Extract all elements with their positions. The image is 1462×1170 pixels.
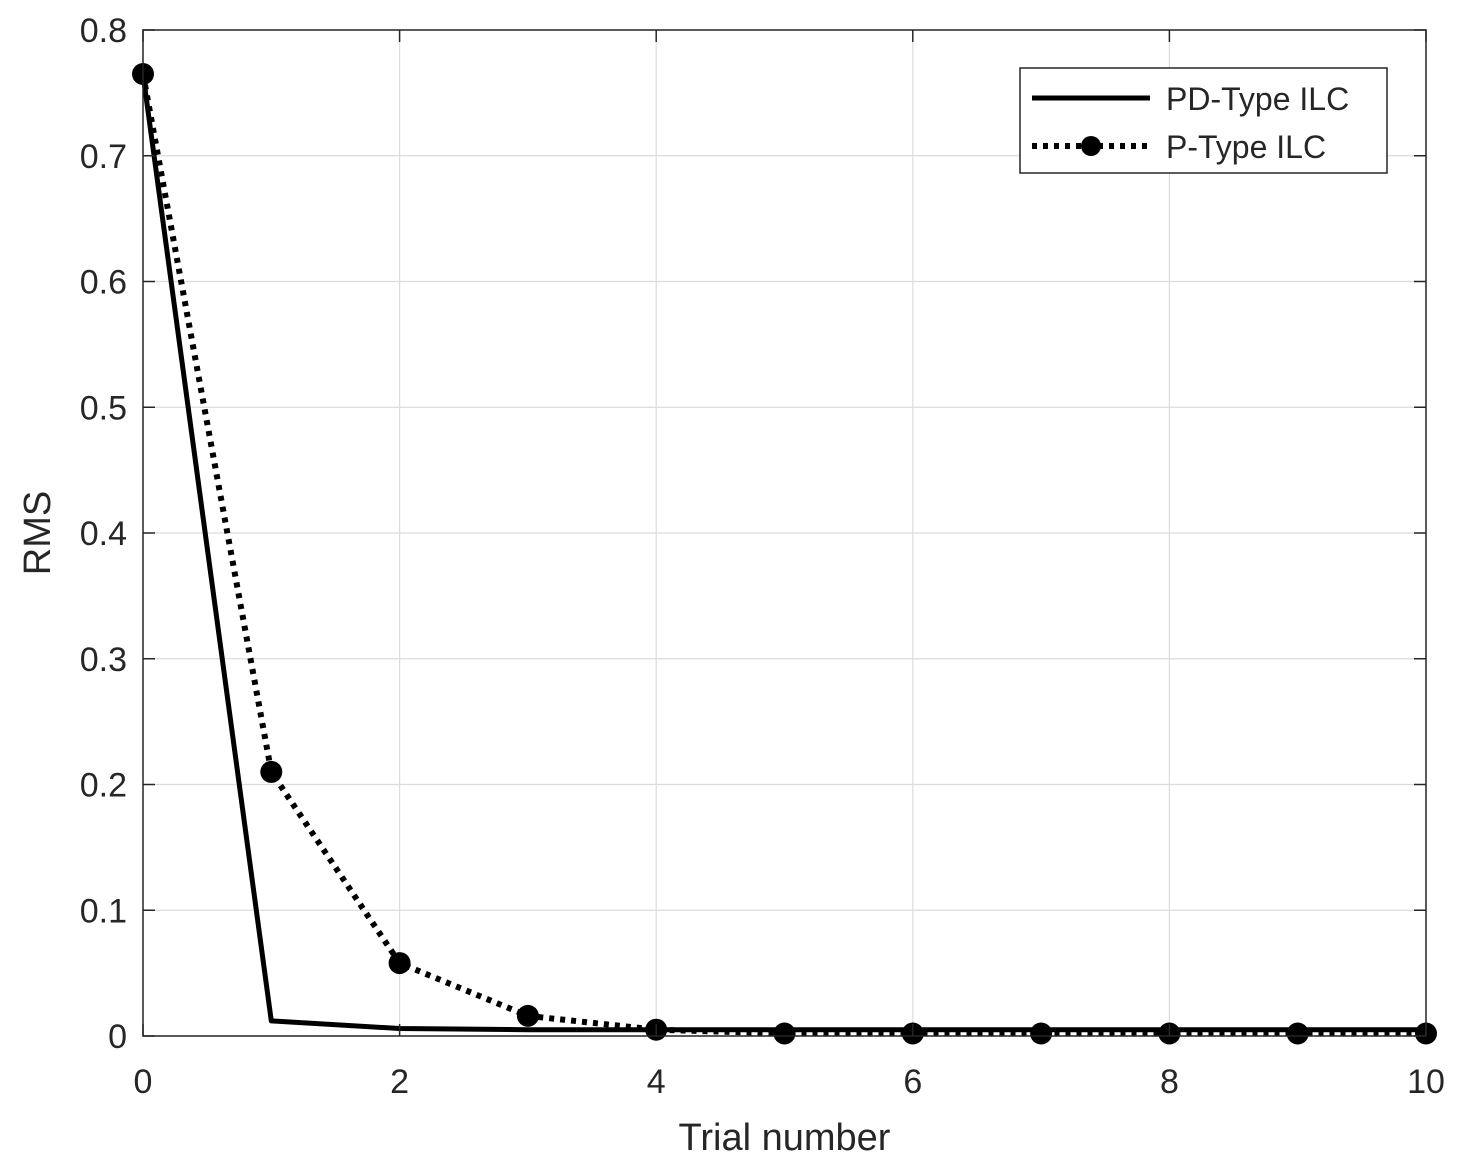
x-tick-label: 6 bbox=[903, 1063, 922, 1101]
y-tick-label: 0.1 bbox=[80, 892, 127, 930]
x-tick-label: 0 bbox=[134, 1063, 153, 1101]
legend-box bbox=[1019, 67, 1388, 174]
tick-labels: 0 2 4 6 8 10 0 0.1 0.2 0.3 0.4 0.5 0.6 0.7 0.8 bbox=[80, 12, 1445, 1101]
legend-marker-p-type bbox=[1081, 136, 1101, 156]
axis-ticks bbox=[142, 29, 1427, 1037]
y-tick-label: 0.4 bbox=[80, 515, 127, 553]
data-point-p-type-ilc bbox=[773, 1022, 796, 1045]
y-tick-label: 0.8 bbox=[80, 12, 127, 50]
x-tick-label: 8 bbox=[1160, 1063, 1179, 1101]
y-tick-label: 0 bbox=[108, 1018, 127, 1056]
x-tick-label: 2 bbox=[390, 1063, 409, 1101]
data-point-p-type-ilc bbox=[516, 1004, 539, 1027]
y-tick-label: 0.2 bbox=[80, 767, 127, 805]
legend: PD-Type ILC P-Type ILC bbox=[1019, 67, 1388, 174]
data-point-p-type-ilc bbox=[260, 760, 283, 783]
y-tick-label: 0.7 bbox=[80, 138, 127, 176]
data-point-p-type-ilc bbox=[1286, 1022, 1309, 1045]
x-tick-label: 4 bbox=[647, 1063, 666, 1101]
legend-label-pd-type: PD-Type ILC bbox=[1166, 81, 1349, 117]
legend-label-p-type: P-Type ILC bbox=[1166, 129, 1326, 165]
y-axis-label: RMS bbox=[17, 491, 59, 575]
data-point-p-type-ilc bbox=[1030, 1022, 1053, 1045]
data-point-p-type-ilc bbox=[388, 952, 411, 975]
x-axis-label: Trial number bbox=[679, 1117, 891, 1159]
y-tick-label: 0.5 bbox=[80, 389, 127, 427]
x-tick-label: 10 bbox=[1407, 1063, 1445, 1101]
y-tick-label: 0.6 bbox=[80, 264, 127, 302]
y-tick-label: 0.3 bbox=[80, 641, 127, 679]
series-layer bbox=[132, 63, 1437, 1045]
